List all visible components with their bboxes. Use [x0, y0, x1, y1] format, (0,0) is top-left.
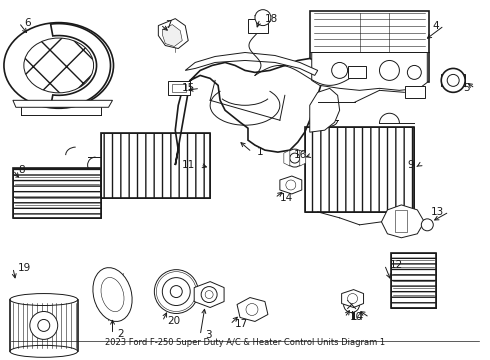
Polygon shape — [382, 205, 424, 238]
Bar — [347, 67, 366, 78]
Bar — [310, 11, 429, 82]
Text: 4: 4 — [433, 21, 439, 31]
Bar — [13, 168, 100, 218]
Polygon shape — [280, 176, 302, 194]
Text: 5: 5 — [464, 84, 470, 93]
Circle shape — [246, 303, 258, 315]
Text: 1: 1 — [257, 147, 264, 157]
Text: 3: 3 — [205, 330, 212, 341]
Bar — [405, 86, 425, 98]
Circle shape — [343, 297, 360, 312]
Circle shape — [205, 291, 213, 298]
Bar — [248, 19, 268, 32]
Circle shape — [347, 293, 358, 303]
Bar — [13, 168, 100, 218]
Text: 6: 6 — [24, 18, 30, 28]
Bar — [100, 133, 210, 198]
Circle shape — [162, 278, 190, 306]
Circle shape — [38, 319, 50, 332]
Bar — [305, 127, 415, 212]
Ellipse shape — [24, 38, 94, 93]
Text: 17: 17 — [235, 319, 248, 329]
Bar — [395, 210, 407, 232]
Polygon shape — [185, 53, 318, 75]
Circle shape — [379, 60, 399, 80]
Text: 14: 14 — [280, 193, 293, 203]
Text: 13: 13 — [431, 207, 444, 217]
Bar — [392, 253, 436, 307]
Polygon shape — [310, 88, 340, 132]
Circle shape — [441, 68, 465, 92]
Text: 14: 14 — [351, 312, 365, 323]
Polygon shape — [175, 58, 325, 165]
Circle shape — [30, 311, 58, 339]
Polygon shape — [194, 282, 224, 307]
Bar — [168, 81, 190, 95]
Text: 8: 8 — [18, 165, 24, 175]
Ellipse shape — [10, 293, 77, 306]
Polygon shape — [162, 24, 182, 46]
Circle shape — [332, 62, 347, 78]
Circle shape — [255, 10, 271, 26]
Polygon shape — [13, 100, 113, 107]
Circle shape — [201, 287, 217, 302]
Polygon shape — [50, 24, 111, 107]
Ellipse shape — [10, 345, 77, 357]
Text: 2023 Ford F-250 Super Duty A/C & Heater Control Units Diagram 1: 2023 Ford F-250 Super Duty A/C & Heater … — [105, 338, 385, 347]
Text: 11: 11 — [182, 160, 195, 170]
Bar — [172, 84, 186, 92]
Circle shape — [290, 153, 300, 163]
Bar — [305, 127, 415, 212]
Circle shape — [421, 219, 433, 231]
Circle shape — [286, 180, 296, 190]
Text: 2: 2 — [118, 329, 124, 339]
Polygon shape — [342, 289, 364, 307]
Circle shape — [171, 285, 182, 298]
Circle shape — [154, 270, 198, 314]
Bar — [392, 253, 436, 307]
Polygon shape — [158, 19, 188, 49]
Text: 10: 10 — [349, 312, 363, 323]
Polygon shape — [284, 150, 290, 166]
Text: 20: 20 — [167, 316, 180, 327]
Text: 15: 15 — [182, 84, 195, 93]
Polygon shape — [300, 150, 306, 166]
Circle shape — [286, 149, 304, 167]
Text: 16: 16 — [294, 150, 307, 160]
Text: 12: 12 — [390, 260, 403, 270]
Text: 7: 7 — [165, 19, 172, 30]
Circle shape — [407, 66, 421, 80]
Text: 9: 9 — [408, 160, 415, 170]
Text: 19: 19 — [18, 263, 31, 273]
Polygon shape — [312, 53, 427, 90]
Ellipse shape — [93, 267, 132, 321]
Ellipse shape — [101, 278, 124, 312]
Polygon shape — [237, 298, 268, 321]
Text: 18: 18 — [265, 14, 278, 24]
Bar — [100, 133, 210, 198]
Circle shape — [447, 75, 459, 86]
